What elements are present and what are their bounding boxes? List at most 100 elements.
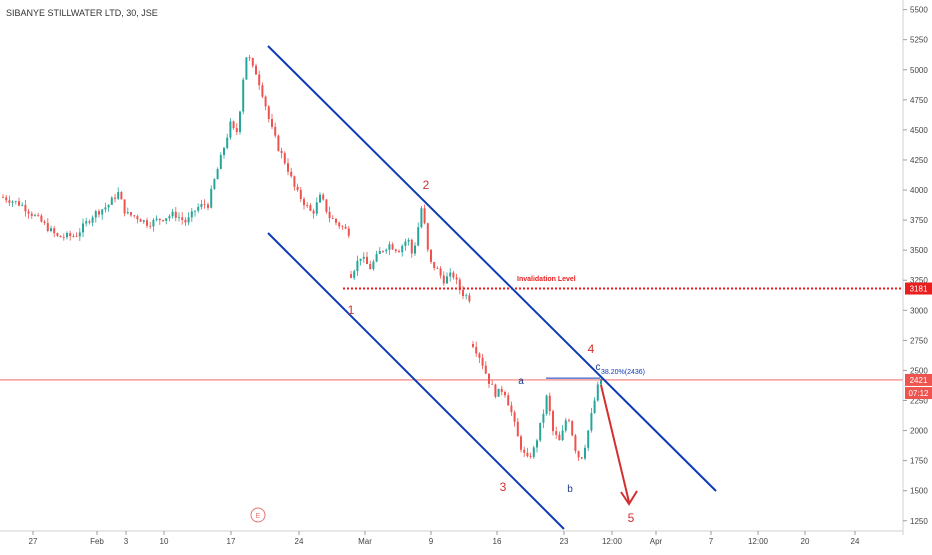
candle-body bbox=[580, 457, 583, 459]
candle-body bbox=[375, 253, 378, 262]
candle-body bbox=[369, 263, 372, 270]
candle-body bbox=[104, 207, 107, 210]
candle-body bbox=[190, 211, 193, 218]
candle-body bbox=[53, 228, 56, 234]
x-tick-label: 12:00 bbox=[748, 537, 769, 546]
candle-body bbox=[101, 209, 104, 215]
candle-body bbox=[325, 199, 328, 212]
x-tick-label: 24 bbox=[295, 537, 304, 546]
price-badge-bg bbox=[905, 373, 932, 386]
candle-body bbox=[184, 219, 187, 223]
candle-body bbox=[526, 452, 529, 457]
candle-body bbox=[258, 74, 261, 86]
candle-body bbox=[158, 218, 161, 221]
wave-label-1: 1 bbox=[348, 303, 355, 317]
candle-body bbox=[532, 447, 535, 457]
candle-body bbox=[146, 220, 148, 226]
candle-body bbox=[293, 176, 296, 187]
candle-body bbox=[596, 384, 599, 401]
candle-body bbox=[152, 219, 155, 227]
candle-body bbox=[587, 430, 590, 448]
candle-body bbox=[251, 58, 254, 66]
candle-body bbox=[72, 236, 75, 237]
candle-body bbox=[347, 228, 350, 236]
candle-body bbox=[187, 217, 190, 223]
candle-body bbox=[98, 211, 100, 215]
candle-body bbox=[488, 373, 490, 384]
candle-body bbox=[133, 215, 136, 217]
channel-upper-line bbox=[267, 45, 717, 492]
x-tick-label: Feb bbox=[90, 537, 104, 546]
candle-body bbox=[277, 135, 280, 151]
candle-body bbox=[207, 204, 209, 208]
x-tick-label: 12:00 bbox=[602, 537, 623, 546]
candle-body bbox=[223, 147, 225, 156]
candle-body bbox=[468, 295, 471, 302]
candle-body bbox=[216, 169, 219, 180]
candle-body bbox=[303, 199, 305, 206]
candle-body bbox=[372, 261, 375, 270]
chart-title: SIBANYE STILLWATER LTD, 30, JSE bbox=[6, 8, 158, 18]
candle-body bbox=[523, 449, 526, 453]
y-tick-label: 3000 bbox=[910, 306, 928, 315]
price-badge-label: 07:12 bbox=[908, 389, 929, 398]
x-tick-label: 10 bbox=[160, 537, 169, 546]
candle-body bbox=[552, 411, 554, 432]
candle-body bbox=[433, 261, 436, 269]
candle-body bbox=[497, 388, 500, 397]
y-tick-label: 2250 bbox=[910, 397, 928, 406]
x-tick-label: 3 bbox=[124, 537, 129, 546]
candle-body bbox=[577, 451, 580, 458]
candle-body bbox=[539, 422, 542, 441]
candle-body bbox=[117, 192, 120, 199]
candle-body bbox=[516, 421, 519, 437]
x-tick-label: 27 bbox=[29, 537, 38, 546]
candle-body bbox=[229, 121, 232, 138]
candle-body bbox=[481, 357, 484, 366]
y-tick-label: 5500 bbox=[910, 6, 928, 15]
candle-body bbox=[571, 421, 574, 436]
candle-body bbox=[62, 237, 65, 238]
candle-body bbox=[18, 201, 20, 206]
candle-body bbox=[248, 57, 251, 59]
candle-body bbox=[219, 155, 222, 170]
x-axis[interactable]: 27 Feb 3 10 17 24 Mar 9 16 23 12:00 Apr 7 12:00 20 24 bbox=[29, 531, 860, 546]
candle-body bbox=[210, 188, 213, 208]
candle-body bbox=[82, 223, 84, 233]
candle-body bbox=[197, 206, 200, 211]
x-tick-label: 20 bbox=[801, 537, 810, 546]
wave-label-4: 4 bbox=[588, 342, 595, 356]
candle-body bbox=[382, 250, 384, 252]
y-tick-label: 2500 bbox=[910, 366, 928, 375]
candle-body bbox=[242, 79, 245, 112]
candle-body bbox=[43, 221, 46, 224]
candle-body bbox=[344, 226, 347, 229]
candle-body bbox=[283, 153, 286, 164]
candle-body bbox=[401, 245, 404, 253]
candle-body bbox=[37, 215, 40, 216]
candle-body bbox=[322, 194, 325, 200]
candle-body bbox=[30, 213, 33, 216]
candle-body bbox=[69, 233, 72, 237]
price-badge-bg bbox=[905, 282, 932, 295]
candle-body bbox=[110, 197, 113, 205]
candle-body bbox=[385, 249, 388, 252]
candle-body bbox=[574, 435, 577, 452]
candle-body bbox=[123, 199, 126, 214]
candle-body bbox=[168, 216, 171, 219]
y-tick-label: 1750 bbox=[910, 457, 928, 466]
candle-body bbox=[290, 171, 293, 177]
y-axis[interactable]: 5500 5250 5000 4750 4500 4250 4000 3750 3500 3250… bbox=[903, 6, 928, 526]
wave-label-2: 2 bbox=[423, 178, 430, 192]
price-badge-label: 2421 bbox=[910, 376, 928, 385]
price-badge-bg bbox=[905, 387, 932, 400]
candle-body bbox=[600, 378, 602, 385]
candle-body bbox=[226, 137, 229, 148]
candle-body bbox=[536, 440, 538, 448]
candle-body bbox=[465, 295, 468, 297]
candle-body bbox=[414, 245, 416, 254]
candle-body bbox=[564, 420, 567, 431]
candle-body bbox=[462, 290, 464, 297]
